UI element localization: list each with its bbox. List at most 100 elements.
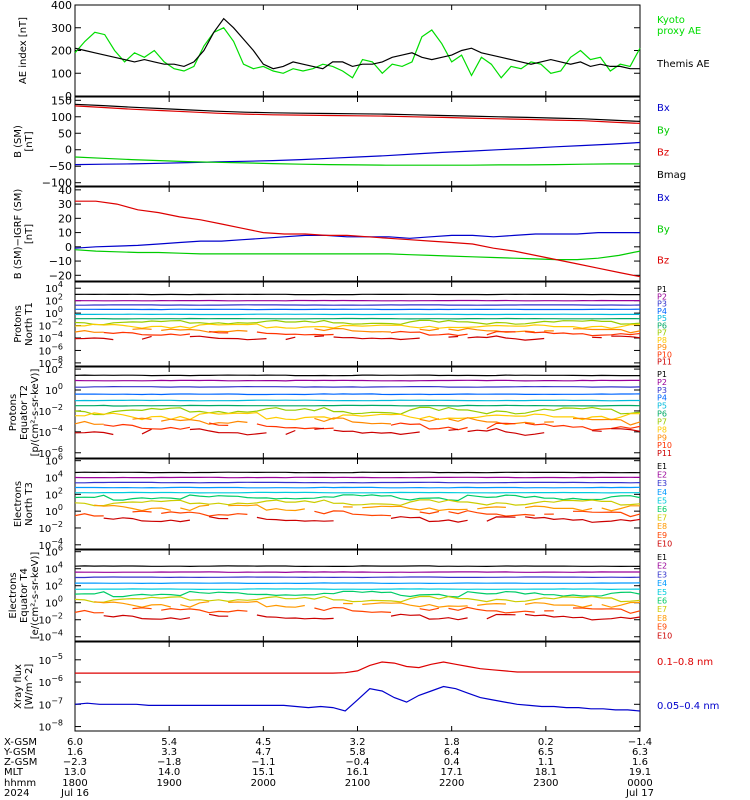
legend-label: 0.05–0.4 nm [657,701,719,712]
x-tick-label: 1800 [62,778,87,789]
series-line-p3 [75,385,641,388]
series-line-e3 [75,481,641,484]
legend-label: P9 [657,433,667,442]
x-tick-label: 6.5 [538,747,554,758]
x-tick-label: 16.1 [346,767,368,778]
x-tick-label: 2000 [251,778,276,789]
x-tick-label: Jul 17 [625,788,654,799]
legend-label: P3 [657,300,667,309]
series-line-p8 [74,411,640,421]
y-tick-label: 10−7 [38,696,63,711]
legend-label: P4 [657,307,667,316]
legend-label: E9 [657,531,667,540]
legend-label: E6 [657,505,667,514]
legend-label: Bz [657,148,669,159]
y-tick-label: 100 [51,111,72,124]
series-line-by [74,156,640,166]
y-tick-label: 50 [58,127,72,140]
y-axis-label: North T1 [24,302,35,346]
x-tick-label: 19.1 [629,767,651,778]
legend-label: E5 [657,588,667,597]
legend-label: E4 [657,488,667,497]
legend-label: P10 [657,441,672,450]
series-line-e4 [75,582,641,585]
legend-label: P8 [657,336,667,345]
legend-label: P4 [657,394,667,403]
series-line-p5 [74,399,640,402]
legend-label: By [657,125,670,136]
legend-label: Kyoto [657,15,685,26]
y-axis-label: Protons [8,394,19,431]
y-tick-label: 10−2 [38,520,63,535]
legend-label: E3 [657,570,667,579]
x-tick-label: 2100 [345,778,370,789]
x-tick-label: −1.4 [628,737,652,748]
y-tick-label: −100 [42,177,72,190]
series-line-e9 [74,510,641,518]
y-tick-label: 0 [65,90,72,103]
legend-label: P6 [657,410,667,419]
legend-label: Bz [657,256,669,267]
series-line-e5 [74,491,640,494]
x-tick-label: 13.0 [64,767,86,778]
x-row-label: X-GSM [4,737,37,748]
series-line-e6 [74,590,641,598]
y-tick-label: 300 [51,22,72,35]
x-tick-label: 0000 [627,778,652,789]
legend-label: E7 [657,514,667,523]
y-tick-label: 400 [51,0,72,12]
x-tick-label: −2.3 [63,757,87,768]
legend-label: Bx [657,193,670,204]
series-line-e7 [74,499,641,507]
y-tick-label: 10−4 [38,629,63,644]
y-tick-label: 104 [45,561,63,576]
y-axis-label: Protons [13,305,24,342]
series-line-p10 [103,422,641,431]
x-tick-label: −0.4 [345,757,369,768]
x-tick-label: 3.3 [161,747,177,758]
legend-label: P9 [657,343,667,352]
series-line-bmag [74,103,641,122]
x-tick-label: 14.0 [158,767,180,778]
series-line-e1 [74,471,641,474]
x-tick-label: 5.8 [350,747,366,758]
legend-label: P8 [657,425,667,434]
y-tick-label: −50 [49,160,72,173]
panel-frame [74,4,641,97]
legend-label: Themis AE [656,59,710,70]
x-tick-label: 0.2 [538,737,554,748]
x-row-label: Z-GSM [4,757,37,768]
legend-label: E8 [657,522,667,531]
series-line-e7 [74,595,641,603]
series-line-e8 [94,600,641,608]
x-tick-label: 1.6 [632,757,648,768]
y-tick-label: 10−8 [38,719,63,734]
series-line-p11 [74,335,641,341]
x-tick-label: 15.1 [252,767,274,778]
series-line-kyoto-proxy-ae [74,27,641,79]
y-tick-label: 10−5 [38,652,63,667]
legend-label: P10 [657,350,672,359]
x-tick-label: 1.6 [67,747,83,758]
series-line-e1 [74,565,641,568]
series-line-0-1-0-8-nm [75,661,640,674]
x-tick-label: −1.1 [251,757,275,768]
x-tick-label: −1.8 [157,757,181,768]
y-tick-label: 100 [45,382,63,397]
series-line-p8 [75,323,640,329]
legend-label: E2 [657,562,667,571]
series-line-p9 [74,417,641,426]
panel-2: 150 100 50 0 −50 −100 B (SM) [nT] Bx By Bz Bmag [13,94,686,189]
y-axis-label: [e/(cm²-s-sr-keV)] [30,552,41,640]
x-tick-label: 5.4 [161,737,177,748]
y-tick-label: 100 [45,595,63,610]
legend-label: P1 [657,285,667,294]
legend-label: P5 [657,402,667,411]
y-tick-label: 10−6 [38,674,63,689]
